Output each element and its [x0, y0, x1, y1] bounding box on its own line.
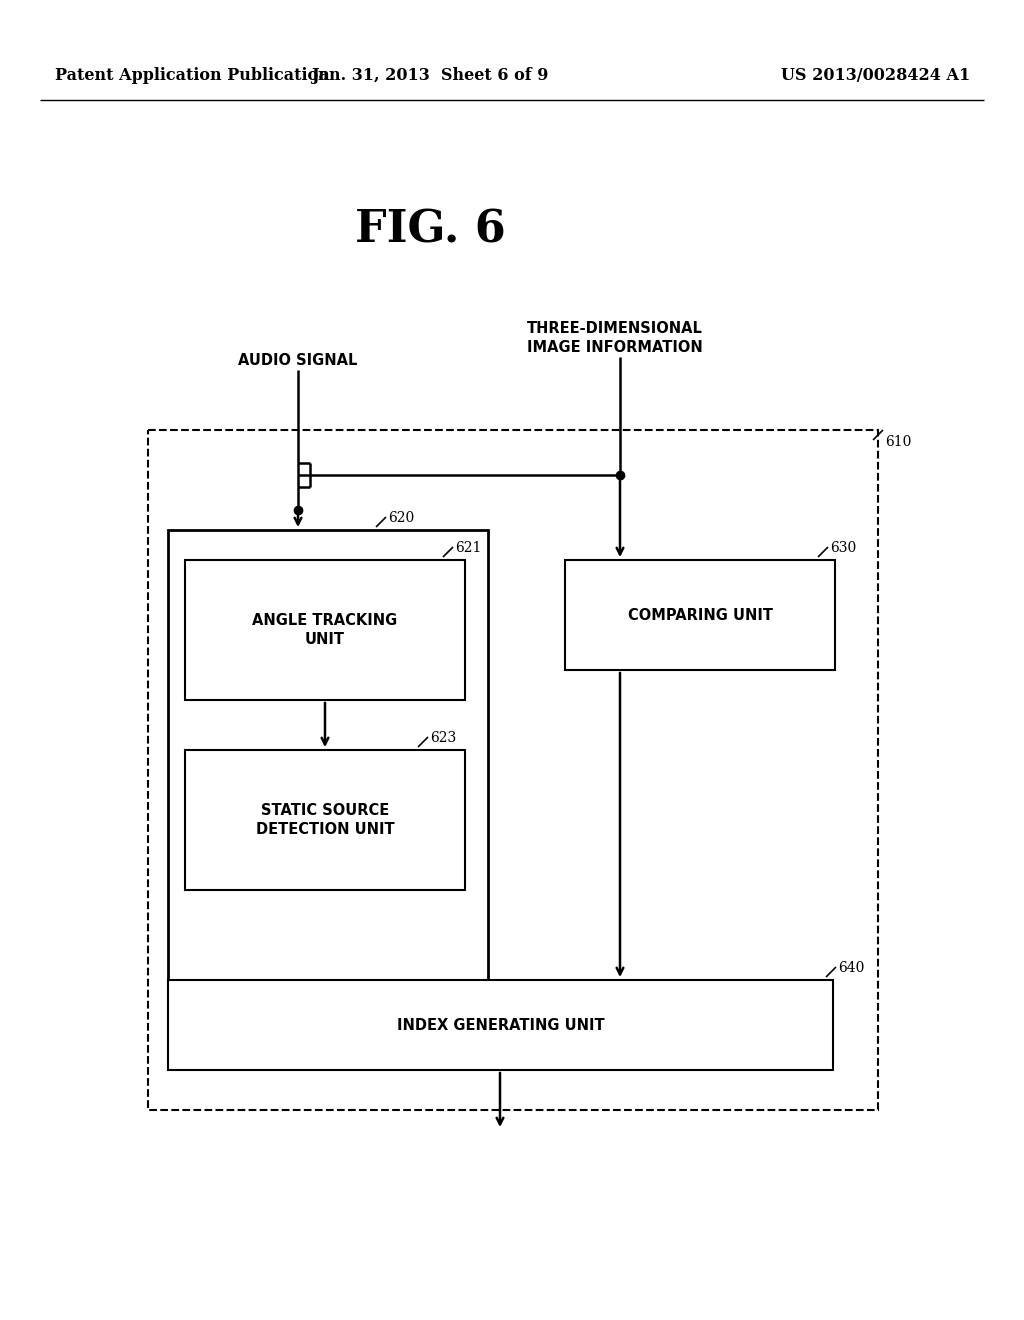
- Bar: [168, 531, 488, 979]
- Bar: [185, 750, 465, 890]
- Text: Patent Application Publication: Patent Application Publication: [55, 66, 330, 83]
- Bar: [148, 430, 878, 1110]
- Text: STATIC SOURCE
DETECTION UNIT: STATIC SOURCE DETECTION UNIT: [256, 803, 394, 837]
- Text: 630: 630: [830, 541, 856, 554]
- Text: 620: 620: [388, 511, 415, 525]
- Bar: [565, 560, 835, 671]
- Text: US 2013/0028424 A1: US 2013/0028424 A1: [780, 66, 970, 83]
- Text: 640: 640: [838, 961, 864, 975]
- Text: ANGLE TRACKING
UNIT: ANGLE TRACKING UNIT: [252, 612, 397, 647]
- Text: THREE-DIMENSIONAL
IMAGE INFORMATION: THREE-DIMENSIONAL IMAGE INFORMATION: [527, 321, 702, 355]
- Text: COMPARING UNIT: COMPARING UNIT: [628, 607, 772, 623]
- Bar: [168, 979, 833, 1071]
- Text: INDEX GENERATING UNIT: INDEX GENERATING UNIT: [396, 1018, 604, 1032]
- Text: Jan. 31, 2013  Sheet 6 of 9: Jan. 31, 2013 Sheet 6 of 9: [311, 66, 549, 83]
- Text: 610: 610: [885, 436, 911, 449]
- Text: 621: 621: [455, 541, 481, 554]
- Text: FIG. 6: FIG. 6: [354, 209, 506, 252]
- Text: AUDIO SIGNAL: AUDIO SIGNAL: [239, 352, 357, 368]
- Bar: [185, 560, 465, 700]
- Text: 623: 623: [430, 731, 457, 744]
